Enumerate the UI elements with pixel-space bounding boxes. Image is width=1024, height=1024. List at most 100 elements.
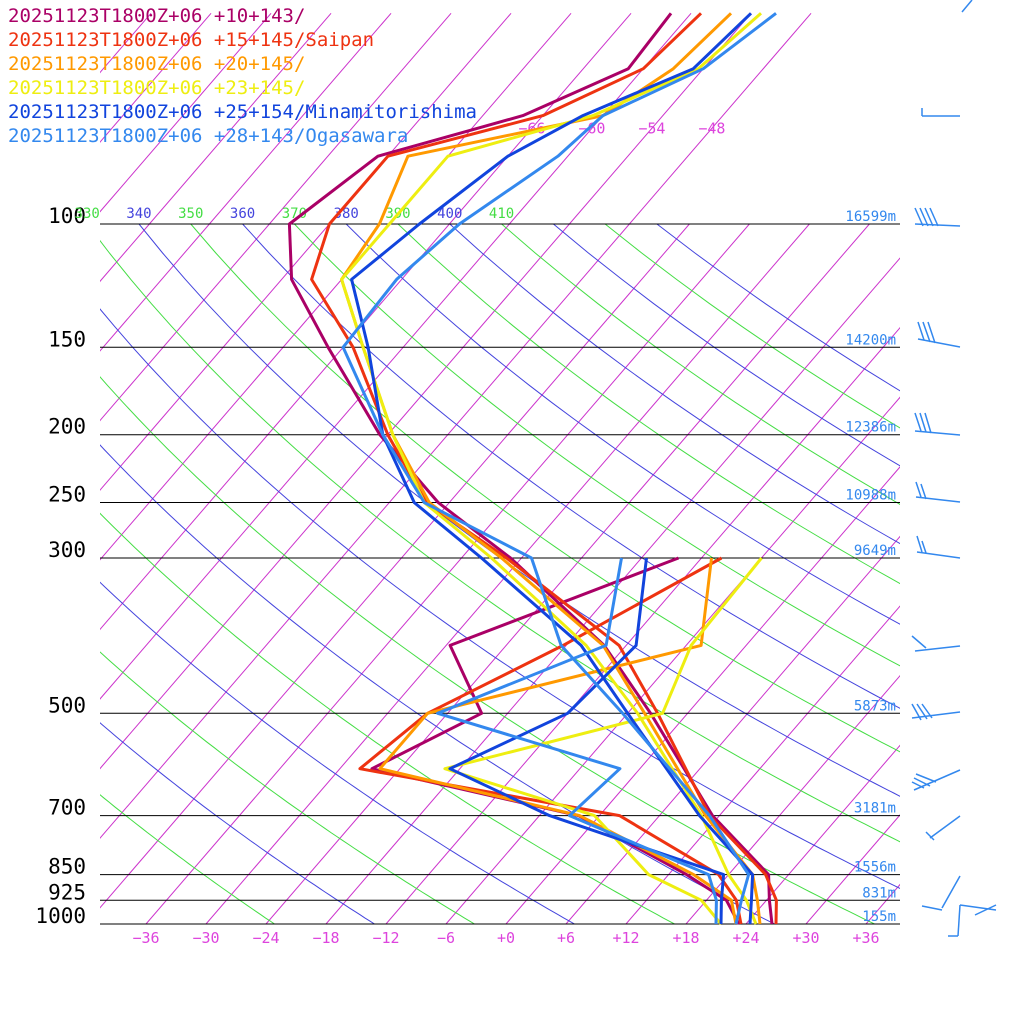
height-labels: 16599m 14200m 12386m 10988m 9649m 5873m 3181m 1… — [845, 209, 896, 925]
wind-barb-flag — [919, 207, 929, 227]
legend-entry: 20251123T1800Z+06 +25+154/Minamitorishim… — [8, 101, 477, 123]
upper-temperature-tick-label: −54 — [638, 119, 665, 137]
pressure-label: 300 — [48, 538, 86, 562]
isotherm-line — [100, 224, 270, 422]
height-label: 12386m — [845, 420, 896, 436]
wind-barb-staff — [914, 645, 961, 652]
wind-barb-flag — [916, 535, 923, 553]
theta-label: 360 — [230, 206, 255, 222]
isotherm-line — [0, 224, 29, 924]
wind-barb-staff — [957, 904, 961, 937]
pressure-label: 200 — [48, 415, 86, 439]
height-label: 9649m — [854, 543, 896, 559]
wind-barb-flag — [925, 831, 935, 841]
dry-adiabat-line — [100, 376, 875, 924]
wind-barb-flag — [911, 703, 922, 721]
legend-entry: 20251123T1800Z+06 +23+145/ — [8, 77, 306, 99]
temperature-tick-label: +0 — [497, 929, 515, 947]
temperature-tick-label: −12 — [372, 929, 399, 947]
wind-barb-staff — [917, 338, 961, 348]
wind-barb — [915, 481, 961, 503]
isotherm-line — [926, 224, 1024, 924]
dry-adiabat-line — [100, 794, 275, 924]
isotherm-grid — [0, 224, 1024, 924]
dewpoint-line — [443, 557, 763, 925]
wind-barb-flag — [911, 635, 927, 649]
wind-barb — [911, 769, 961, 791]
isotherm-line — [209, 12, 392, 224]
wind-barb — [925, 815, 961, 841]
isotherm-line — [325, 257, 900, 924]
dewpoint-line — [448, 557, 726, 925]
wind-barb-flag — [914, 207, 924, 227]
wind-barb-flag — [914, 412, 922, 432]
theta-label: 340 — [126, 206, 151, 222]
wind-barb — [921, 875, 961, 911]
wind-barb-flag — [924, 412, 932, 434]
dewpoint-line — [358, 556, 743, 925]
wind-barb-flag — [913, 777, 931, 787]
isotherm-line — [100, 12, 272, 213]
height-label: 14200m — [845, 332, 896, 348]
isotherm-line — [505, 466, 900, 924]
isotherm-line — [100, 224, 510, 700]
dewpoint-line — [378, 557, 738, 925]
theta-label: 330 — [75, 206, 100, 222]
pressure-label: 150 — [48, 327, 86, 351]
wind-barb — [911, 703, 961, 721]
pressure-label: 500 — [48, 693, 86, 717]
wind-barb-flag — [924, 207, 934, 227]
sounding-series — [340, 12, 763, 925]
wind-barb — [914, 207, 961, 227]
wind-barb-staff — [915, 496, 961, 503]
wind-barb-flag — [927, 321, 936, 344]
height-label: 3181m — [854, 801, 896, 817]
pressure-label: 1000 — [35, 904, 86, 928]
dry-adiabat-line — [100, 581, 575, 924]
isotherm-line — [145, 224, 750, 924]
isotherm-line — [269, 12, 452, 224]
isotherm-line — [100, 224, 570, 770]
isotherm-line — [149, 12, 332, 224]
wind-barb — [921, 108, 960, 117]
isotherm-line — [445, 396, 900, 924]
height-label: 831m — [862, 885, 896, 901]
pressure-label: 925 — [48, 880, 86, 904]
temperature-tick-label: +6 — [557, 929, 575, 947]
sounding-series — [350, 12, 755, 925]
temperature-tick-label: +18 — [672, 929, 699, 947]
sounding-profiles — [287, 12, 778, 925]
wind-barb-staff — [916, 551, 961, 559]
wind-barb — [948, 904, 997, 937]
temperature-tick-label: −18 — [312, 929, 339, 947]
chart-legend: 20251123T1800Z+06 +10+143/20251123T1800Z… — [8, 4, 477, 148]
isotherm-line — [100, 12, 152, 74]
height-label: 16599m — [845, 209, 896, 225]
legend-entry: 20251123T1800Z+06 +15+145/Saipan — [8, 29, 375, 51]
legend-entry: 20251123T1800Z+06 +20+145/ — [8, 53, 306, 75]
isotherm-line — [629, 12, 812, 224]
height-label: 155m — [862, 909, 896, 925]
wind-barb-flag — [915, 481, 922, 498]
isotherm-line — [625, 605, 900, 924]
wind-barb — [911, 635, 961, 652]
pressure-label: 850 — [48, 855, 86, 879]
temperature-line — [341, 12, 777, 925]
pressure-label: 700 — [48, 796, 86, 820]
theta-label: 350 — [178, 206, 203, 222]
isotherm-line — [685, 674, 900, 924]
isotherm-line — [100, 224, 630, 839]
temperature-tick-label: −36 — [132, 929, 159, 947]
theta-label: 370 — [282, 206, 307, 222]
wind-barb-flag — [915, 773, 937, 783]
isotherm-line — [986, 224, 1024, 924]
isotherm-line — [385, 326, 900, 924]
temperature-axis-labels: −36 −30 −24 −18 −12 −6 +0 +6 +12 +18 +24 +30 +36 — [132, 929, 879, 947]
wind-barb-flag — [921, 540, 927, 554]
height-label: 1556m — [854, 860, 896, 876]
theta-label: 410 — [489, 206, 514, 222]
temperature-tick-label: −24 — [252, 929, 279, 947]
isotherm-line — [449, 12, 632, 224]
isotherm-line — [565, 535, 900, 924]
